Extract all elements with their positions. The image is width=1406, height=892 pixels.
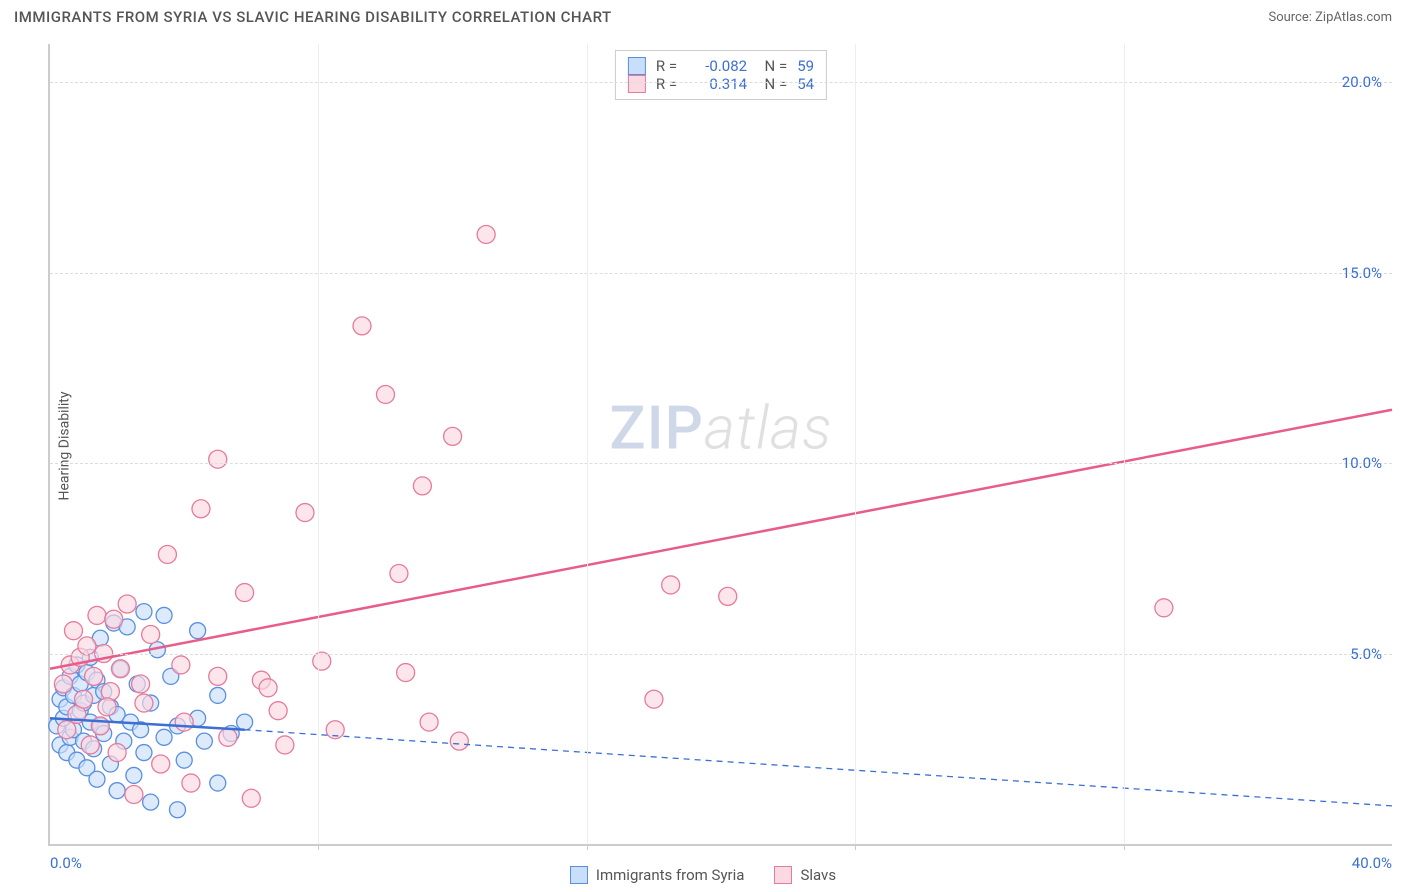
scatter-point [136, 745, 152, 761]
scatter-point [192, 500, 210, 518]
legend-bottom-swatch-1 [774, 866, 792, 884]
scatter-point [209, 667, 227, 685]
scatter-point [237, 714, 253, 730]
legend-stats-row-0: R = -0.082 N = 59 [628, 57, 814, 75]
scatter-point [172, 656, 190, 674]
scatter-point [296, 504, 314, 522]
y-tick-label: 20.0% [1342, 73, 1382, 91]
scatter-point [276, 736, 294, 754]
scatter-point [75, 690, 93, 708]
scatter-point [111, 660, 129, 678]
scatter-point [420, 713, 438, 731]
scatter-point [413, 477, 431, 495]
scatter-point [136, 604, 152, 620]
scatter-point [390, 565, 408, 583]
legend-bottom: Immigrants from Syria Slavs [0, 866, 1406, 884]
r-label: R = [656, 75, 677, 93]
scatter-point [236, 584, 254, 602]
scatter-point [64, 622, 82, 640]
scatter-point [182, 774, 200, 792]
scatter-point [353, 317, 371, 335]
scatter-point [259, 679, 277, 697]
scatter-point [58, 721, 76, 739]
legend-item-1: Slavs [774, 866, 836, 884]
scatter-point [176, 752, 192, 768]
trend-line-dashed [245, 730, 1392, 806]
legend-bottom-label-0: Immigrants from Syria [596, 866, 745, 884]
scatter-point [209, 450, 227, 468]
chart-area: ZIPatlas R = -0.082 N = 59 R = 0.314 N =… [48, 44, 1392, 846]
legend-swatch-0 [628, 57, 646, 75]
scatter-point [118, 595, 136, 613]
scatter-point [85, 667, 103, 685]
scatter-point [450, 732, 468, 750]
scatter-point [156, 729, 172, 745]
scatter-point [242, 789, 260, 807]
scatter-point [109, 783, 125, 799]
scatter-point [143, 794, 159, 810]
scatter-point [444, 427, 462, 445]
scatter-point [377, 385, 395, 403]
scatter-point [152, 755, 170, 773]
scatter-point [108, 744, 126, 762]
scatter-point [81, 736, 99, 754]
scatter-point [98, 698, 116, 716]
scatter-point [89, 771, 105, 787]
n-value-1: 54 [797, 75, 814, 93]
scatter-point [156, 607, 172, 623]
scatter-point [313, 652, 331, 670]
scatter-point [126, 767, 142, 783]
scatter-point [175, 713, 193, 731]
scatter-point [210, 775, 226, 791]
y-tick-label: 5.0% [1350, 645, 1382, 663]
scatter-point [269, 702, 287, 720]
scatter-point [135, 694, 153, 712]
scatter-point [132, 675, 150, 693]
scatter-point [477, 225, 495, 243]
source-label: Source: ZipAtlas.com [1268, 10, 1392, 25]
chart-title: IMMIGRANTS FROM SYRIA VS SLAVIC HEARING … [14, 8, 612, 26]
scatter-point [719, 587, 737, 605]
scatter-point [662, 576, 680, 594]
scatter-point [219, 728, 237, 746]
scatter-point [1155, 599, 1173, 617]
scatter-point [125, 785, 143, 803]
r-value-0: -0.082 [687, 57, 747, 75]
n-value-0: 59 [797, 57, 814, 75]
scatter-point [91, 717, 109, 735]
legend-stats-row-1: R = 0.314 N = 54 [628, 75, 814, 93]
legend-item-0: Immigrants from Syria [570, 866, 745, 884]
legend-bottom-swatch-0 [570, 866, 588, 884]
scatter-point [78, 637, 96, 655]
y-tick-label: 10.0% [1342, 454, 1382, 472]
y-tick-label: 15.0% [1342, 264, 1382, 282]
legend-stats: R = -0.082 N = 59 R = 0.314 N = 54 [615, 50, 827, 100]
scatter-point [142, 625, 160, 643]
scatter-point [169, 802, 185, 818]
legend-swatch-1 [628, 75, 646, 93]
trend-line-solid [50, 410, 1392, 669]
scatter-point [397, 664, 415, 682]
scatter-point [190, 623, 206, 639]
scatter-point [158, 545, 176, 563]
r-value-1: 0.314 [687, 75, 747, 93]
scatter-point [645, 690, 663, 708]
r-label: R = [656, 57, 677, 75]
n-label: N = [757, 75, 787, 93]
scatter-point [105, 610, 123, 628]
scatter-point [210, 687, 226, 703]
legend-bottom-label-1: Slavs [800, 866, 836, 884]
scatter-point [196, 733, 212, 749]
n-label: N = [757, 57, 787, 75]
scatter-point [88, 606, 106, 624]
plot-svg [50, 44, 1392, 844]
scatter-point [54, 675, 72, 693]
